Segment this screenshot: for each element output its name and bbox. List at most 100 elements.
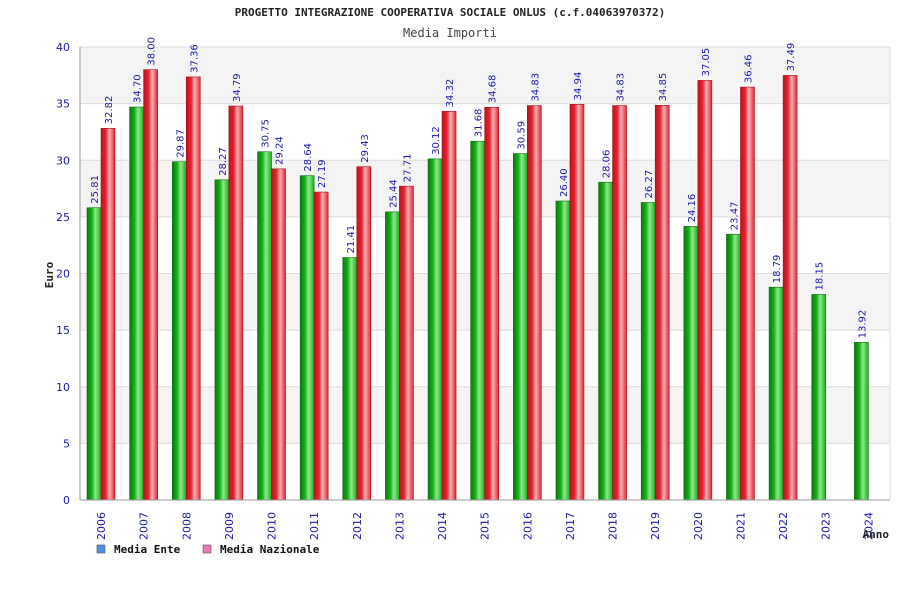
- x-tick-label-2024: 2024: [862, 512, 875, 540]
- bar-media-nazionale-2020: [697, 80, 713, 501]
- bar-media-ente-2012: [342, 257, 358, 501]
- bar-media-nazionale-2007: [143, 69, 158, 501]
- x-tick-label-2021: 2021: [734, 512, 747, 540]
- value-label: 30.12: [431, 126, 442, 155]
- x-tick-label-2011: 2011: [308, 512, 321, 540]
- value-label: 29.43: [360, 134, 371, 163]
- value-label: 26.40: [559, 168, 570, 197]
- bar-media-ente-2016: [513, 153, 528, 501]
- bar-media-nazionale-2010: [271, 168, 286, 501]
- legend: Media Ente Media Nazionale: [96, 543, 320, 556]
- value-label: 34.83: [530, 73, 541, 102]
- x-tick-label-2006: 2006: [95, 512, 108, 540]
- bar-media-nazionale-2008: [185, 76, 201, 501]
- y-tick-label: 25: [56, 211, 70, 224]
- bar-media-nazionale-2014: [441, 111, 457, 501]
- x-tick-label-2020: 2020: [692, 512, 705, 540]
- bar-media-ente-2022: [768, 286, 784, 501]
- legend-label-media-ente: Media Ente: [114, 543, 181, 556]
- bar-media-ente-2014: [427, 158, 443, 501]
- x-tick-label-2009: 2009: [223, 512, 236, 540]
- value-label: 37.49: [786, 43, 797, 72]
- x-tick-label-2019: 2019: [649, 512, 662, 540]
- value-label: 21.41: [346, 225, 357, 254]
- bar-media-ente-2013: [385, 211, 400, 501]
- value-label: 32.82: [104, 96, 115, 125]
- value-label: 34.83: [616, 73, 627, 102]
- bar-media-ente-2017: [555, 200, 571, 501]
- value-label: 23.47: [729, 202, 740, 231]
- bar-media-ente-2008: [171, 161, 187, 501]
- legend-label-media-nazionale: Media Nazionale: [220, 543, 320, 556]
- x-tick-label-2010: 2010: [266, 512, 279, 540]
- value-label: 34.68: [488, 75, 499, 104]
- x-tick-label-2017: 2017: [564, 512, 577, 540]
- bar-media-ente-2023: [811, 294, 827, 501]
- value-label: 31.68: [474, 109, 485, 138]
- value-label: 34.32: [445, 79, 456, 108]
- value-label: 37.05: [701, 48, 712, 77]
- y-tick-label: 15: [56, 324, 70, 337]
- bar-media-nazionale-2018: [612, 105, 627, 501]
- y-tick-label: 35: [56, 98, 70, 111]
- x-tick-label-2016: 2016: [521, 512, 534, 540]
- x-tick-label-2012: 2012: [351, 512, 364, 540]
- value-label: 29.24: [275, 136, 286, 165]
- bar-media-ente-2009: [214, 179, 230, 501]
- value-label: 26.27: [644, 170, 655, 199]
- bar-media-nazionale-2011: [313, 191, 329, 501]
- bar-media-ente-2011: [299, 175, 315, 501]
- bar-media-nazionale-2021: [740, 86, 755, 501]
- x-tick-labels: 2006 2007 2008 2009 2010 2011 2012 2013 2014 2015…: [95, 512, 875, 540]
- legend-swatch-media-ente: [96, 544, 106, 554]
- value-label: 30.59: [516, 121, 527, 150]
- value-label: 24.16: [687, 194, 698, 223]
- y-tick-label: 10: [56, 381, 70, 394]
- y-tick-label: 0: [63, 494, 70, 507]
- value-label: 18.79: [772, 255, 783, 284]
- bar-media-nazionale-2009: [228, 105, 244, 501]
- value-label: 34.85: [658, 73, 669, 102]
- y-tick-label: 40: [56, 41, 70, 54]
- x-axis-label: Anno: [863, 528, 890, 541]
- y-tick-label: 20: [56, 268, 70, 281]
- value-label: 27.71: [402, 154, 413, 183]
- value-label: 18.15: [815, 262, 826, 291]
- legend-swatch-media-nazionale: [202, 544, 212, 554]
- value-label: 36.46: [743, 54, 754, 83]
- value-label: 34.94: [573, 72, 584, 101]
- value-label: 25.81: [90, 175, 101, 204]
- bar-media-nazionale-2006: [100, 128, 116, 501]
- value-label: 25.44: [388, 179, 399, 208]
- y-axis-label: Euro: [43, 261, 56, 288]
- y-tick-label: 5: [63, 437, 70, 450]
- bar-media-ente-2021: [726, 233, 741, 501]
- value-label: 27.19: [317, 159, 328, 188]
- x-tick-label-2014: 2014: [436, 512, 449, 540]
- bar-media-nazionale-2017: [569, 104, 585, 501]
- value-label: 34.79: [232, 73, 243, 102]
- bar-media-nazionale-2019: [654, 105, 670, 501]
- x-tick-label-2022: 2022: [777, 512, 790, 540]
- value-label: 37.36: [189, 44, 200, 73]
- value-label: 29.87: [175, 129, 186, 158]
- bar-media-nazionale-2012: [356, 166, 372, 501]
- x-tick-label-2007: 2007: [138, 512, 151, 540]
- legend-item-media-nazionale: Media Nazionale: [202, 543, 320, 556]
- value-label: 30.75: [261, 119, 272, 148]
- axes: [79, 47, 891, 501]
- value-label: 13.92: [857, 310, 868, 339]
- y-tick-label: 30: [56, 154, 70, 167]
- x-tick-label-2018: 2018: [607, 512, 620, 540]
- value-label: 34.70: [133, 74, 144, 103]
- bar-media-ente-2020: [683, 226, 699, 501]
- x-tick-label-2013: 2013: [393, 512, 406, 540]
- bar-media-nazionale-2013: [399, 185, 414, 501]
- value-label: 28.06: [602, 150, 613, 179]
- chart-title: PROGETTO INTEGRAZIONE COOPERATIVA SOCIAL…: [235, 6, 665, 19]
- y-tick-labels: 0 5 10 15 20 25 30 35 40: [56, 41, 70, 507]
- value-label: 28.27: [218, 147, 229, 176]
